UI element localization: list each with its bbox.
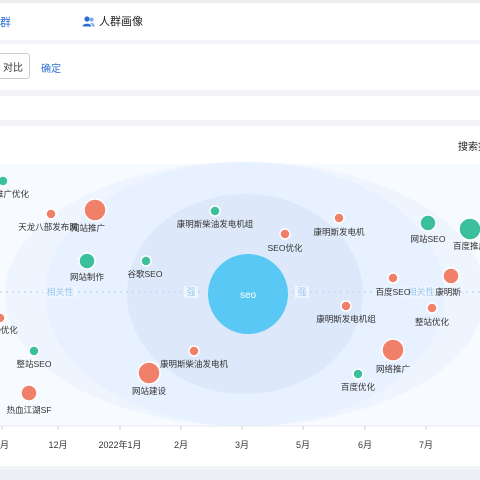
keyword-bubble[interactable] <box>45 208 57 220</box>
axis-label-strong-left: 强 <box>186 287 195 297</box>
axis-label-relevance-right: 相关性 <box>407 286 434 297</box>
keyword-label: 网站推广 <box>71 223 105 233</box>
keyword-bubble[interactable] <box>78 252 96 270</box>
keyword-label: 网络推广 <box>376 364 410 374</box>
keyword-bubble[interactable] <box>387 272 399 284</box>
keyword-label: 百度优化 <box>341 382 376 392</box>
axis-label-relevance-left: 相关性 <box>46 286 73 297</box>
keyword-bubble[interactable] <box>442 267 460 285</box>
panel-title: 搜索指 <box>458 142 480 153</box>
compare-button[interactable]: 对比 <box>0 53 30 79</box>
keyword-label: 百度推广 <box>453 241 480 251</box>
keyword-bubble[interactable] <box>20 384 38 402</box>
x-tick-label: 12月 <box>48 440 67 450</box>
keyword-bubble[interactable] <box>279 228 291 240</box>
compare-label: 对比 <box>3 62 23 74</box>
keyword-label: 整站SEO <box>17 359 52 369</box>
axis-label-strong-right: 强 <box>297 287 306 297</box>
top-navigation: 群 人群画像 <box>0 0 480 40</box>
keyword-bubble[interactable] <box>188 345 200 357</box>
tab-persona-label: 人群画像 <box>99 16 143 28</box>
keyword-label: 天龙八部发布网 <box>18 222 78 232</box>
keyword-label: 康明斯发电机组 <box>316 314 376 324</box>
keyword-bubble[interactable] <box>0 312 6 324</box>
keyword-label: 谷歌SEO <box>128 269 163 279</box>
users-icon <box>82 15 95 26</box>
keyword-label: 康明斯柴油发电机组 <box>177 219 254 229</box>
keyword-bubble[interactable] <box>0 175 9 187</box>
keyword-bubble[interactable] <box>137 361 161 385</box>
keyword-label: 百度SEO <box>376 287 411 297</box>
keyword-label: O优化 <box>0 325 18 335</box>
center-keyword-label: seo <box>240 290 257 301</box>
keyword-label: SEO优化 <box>268 243 303 253</box>
keyword-bubble[interactable] <box>458 217 480 241</box>
axis-label-relevance-left-bg <box>43 286 77 298</box>
keyword-bubble[interactable] <box>419 214 437 232</box>
x-tick-label: 3月 <box>235 440 249 450</box>
axis-label-strong-right-bg <box>295 286 309 298</box>
keyword-label: 网站制作 <box>70 272 105 282</box>
chart-panel: 搜索指 相关性 强 强 相关性 推广优化天龙八部发布网网站推广网站制作 谷歌SEO 康明斯… <box>0 126 480 466</box>
keyword-label: 康明斯柴油发电机 <box>160 359 229 369</box>
keyword-bubble[interactable] <box>28 345 40 357</box>
axis-label-strong-left-bg <box>184 286 198 298</box>
x-tick-label: 2022年1月 <box>98 439 141 450</box>
keyword-label: 网站建设 <box>132 386 167 396</box>
keyword-bubble[interactable] <box>333 212 345 224</box>
keyword-label: 整站优化 <box>415 317 450 327</box>
confirm-button[interactable]: 确定 <box>41 64 61 75</box>
center-keyword-bubble[interactable] <box>208 254 288 334</box>
keyword-label: 推广优化 <box>0 189 29 199</box>
top-divider <box>0 0 480 3</box>
keyword-bubble[interactable] <box>209 205 221 217</box>
keyword-bubble[interactable] <box>340 300 352 312</box>
x-tick-label: 5月 <box>296 440 310 450</box>
keyword-bubble[interactable] <box>381 338 405 362</box>
x-tick-label: 1月 <box>0 440 9 450</box>
options-strip <box>0 96 480 120</box>
keyword-relevance-chart: 相关性 强 强 相关性 推广优化天龙八部发布网网站推广网站制作 谷歌SEO 康明斯柴油发电… <box>0 162 480 450</box>
x-tick-label: 6月 <box>358 440 372 450</box>
axis-label-relevance-right-bg <box>404 286 438 298</box>
filter-bar: 对比 确定 <box>0 44 480 90</box>
tab-persona[interactable]: 人群画像 <box>82 13 143 29</box>
x-tick-label: 7月 <box>419 440 433 450</box>
bottom-strip <box>0 470 480 480</box>
x-tick-label: 2月 <box>174 440 188 450</box>
keyword-label: 网站SEO <box>411 234 446 244</box>
keyword-label: 康明斯 <box>435 287 461 297</box>
tab-crowd[interactable]: 群 <box>0 17 11 29</box>
keyword-bubble[interactable] <box>83 198 107 222</box>
keyword-bubble[interactable] <box>426 302 438 314</box>
keyword-bubble[interactable] <box>352 368 364 380</box>
keyword-label: 热血江湖SF <box>7 405 52 415</box>
keyword-bubble[interactable] <box>140 255 152 267</box>
keyword-label: 康明斯发电机 <box>313 227 365 237</box>
